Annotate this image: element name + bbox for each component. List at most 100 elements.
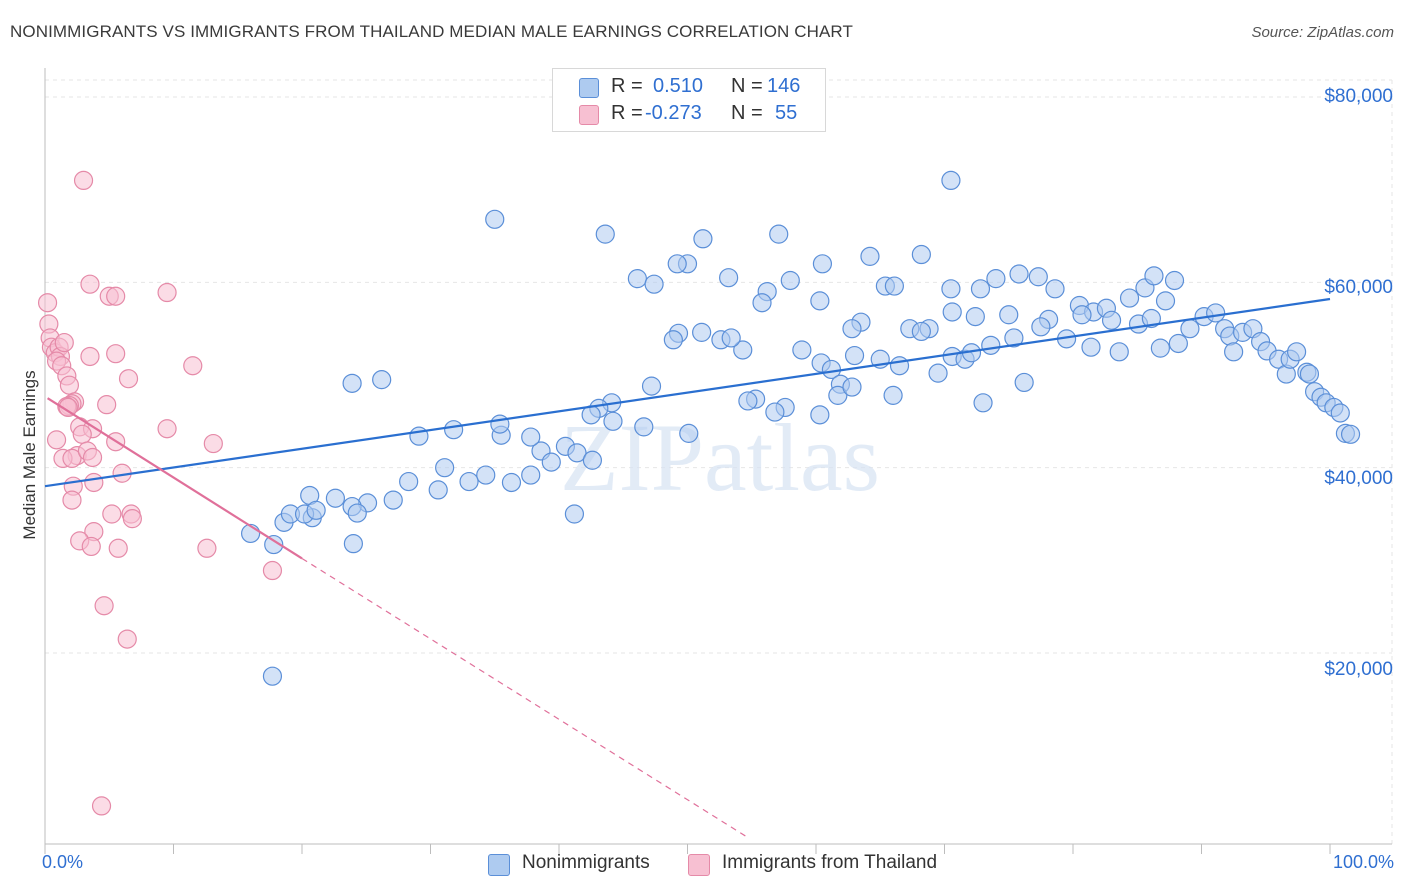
blue-point (812, 254, 833, 274)
blue-point (582, 450, 603, 470)
pink-point (82, 447, 103, 468)
pink-point (108, 538, 128, 558)
blue-point (1340, 424, 1361, 444)
blue-point (928, 363, 948, 383)
blue-point (428, 480, 448, 500)
pink-point (106, 286, 126, 306)
blue-point (719, 268, 739, 288)
blue-point (810, 291, 830, 311)
blue-point (1180, 319, 1200, 339)
pink-point (102, 504, 122, 524)
source-label: Source: ZipAtlas.com (1251, 24, 1394, 41)
blue-point (459, 471, 479, 492)
blue-point (383, 490, 403, 510)
blue-point (1031, 317, 1051, 337)
blue-point (941, 279, 961, 299)
pink-point (37, 293, 58, 313)
pink-point (62, 490, 82, 510)
n-value: 55 (775, 102, 798, 124)
legend-label: Immigrants from Thailand (722, 852, 938, 873)
blue-point (264, 534, 284, 555)
blue-point (567, 443, 587, 463)
blue-point (733, 340, 753, 360)
r-value: 0.510 (653, 75, 704, 97)
pink-point (106, 344, 126, 364)
blue-point (1028, 267, 1048, 287)
blue-point (941, 170, 961, 190)
blue-point (810, 405, 830, 425)
blue-point (641, 376, 662, 396)
pink-series-points (37, 170, 283, 816)
blue-point (342, 373, 362, 393)
blue-point (444, 420, 464, 440)
pink-trendline-extension (301, 557, 750, 839)
blue-point (1119, 288, 1140, 308)
blue-point (844, 345, 865, 366)
pink-point (80, 274, 100, 294)
blue-point (644, 274, 664, 294)
pink-point (117, 629, 137, 649)
blue-point (1164, 270, 1185, 291)
blue-point (663, 330, 683, 350)
blue-point (721, 328, 741, 348)
blue-point (1101, 310, 1122, 330)
legend-swatch-blue (488, 854, 510, 876)
axes (44, 68, 1392, 854)
blue-point (889, 356, 910, 376)
n-value: 146 (767, 75, 801, 97)
n-label: N = (731, 102, 763, 124)
pink-point (97, 395, 117, 415)
pink-point (84, 472, 104, 493)
blue-point (1009, 264, 1029, 284)
blue-point (738, 391, 758, 411)
blue-point (485, 209, 505, 229)
chart-title: NONIMMIGRANTS VS IMMIGRANTS FROM THAILAN… (10, 22, 853, 41)
x-tick-min: 0.0% (42, 852, 84, 872)
blue-point (860, 246, 880, 266)
blue-point (1206, 303, 1226, 323)
blue-point (911, 321, 931, 342)
blue-point (541, 452, 561, 472)
blue-point (1081, 337, 1101, 357)
pink-point (72, 424, 92, 444)
blue-series-points (241, 170, 1361, 686)
y-tick-60000: $60,000 (1324, 277, 1393, 298)
pink-point (183, 356, 203, 376)
blue-point (627, 269, 647, 289)
blue-point (965, 307, 985, 327)
y-tick-40000: $40,000 (1324, 468, 1393, 489)
blue-point (1144, 266, 1164, 286)
pink-point (118, 369, 139, 389)
blue-point (842, 377, 862, 397)
blue-point (1330, 403, 1350, 423)
pink-point (62, 448, 82, 468)
pink-point (203, 433, 223, 454)
blue-point (981, 335, 1001, 355)
blue-point (435, 458, 455, 478)
blue-point (693, 229, 713, 249)
pink-point (197, 538, 217, 558)
blue-point (970, 279, 991, 299)
pink-point (81, 536, 101, 557)
blue-point (752, 293, 772, 313)
blue-point (1004, 328, 1024, 348)
blue-point (262, 666, 283, 686)
blue-point (792, 340, 812, 360)
blue-point (603, 411, 623, 431)
blue-point (399, 471, 419, 492)
pink-point (58, 397, 78, 418)
x-tick-max: 100.0% (1332, 852, 1394, 872)
pink-point (59, 375, 80, 395)
blue-point (595, 224, 615, 244)
pink-point (157, 419, 177, 439)
n-label: N = (731, 75, 763, 97)
blue-point (1014, 372, 1034, 393)
blue-point (372, 370, 392, 390)
blue-point (942, 302, 962, 322)
blue-point (1224, 342, 1244, 362)
blue-point (667, 254, 687, 274)
stats-legend: R = 0.510 N = 146 R = -0.273 N = 55 (552, 68, 826, 132)
pink-trendline (46, 397, 303, 560)
r-label: R = (611, 75, 643, 97)
